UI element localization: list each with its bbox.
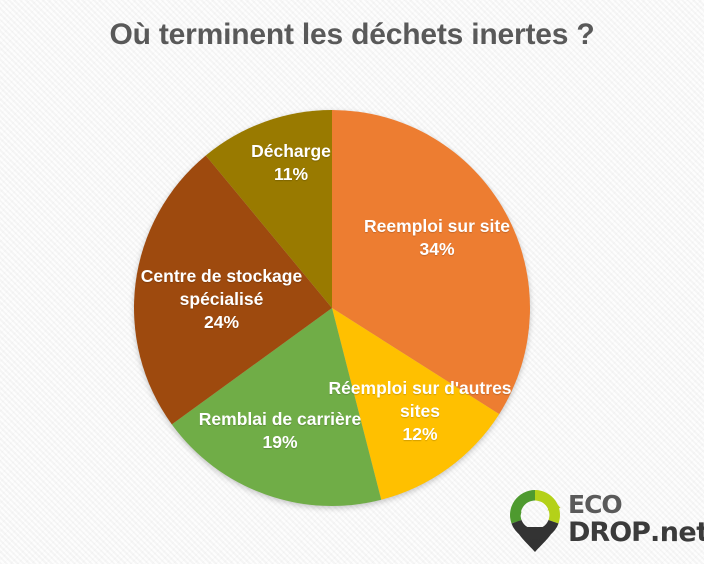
logo-text-net-suffix: .net [649,517,704,548]
pie-slice[interactable] [332,110,531,415]
ecodrop-logo[interactable]: ECO DROP.net [504,487,704,553]
recycle-pin-icon [504,487,566,553]
pie-chart-svg [133,110,531,507]
pie-slice[interactable] [205,110,332,308]
pie-chart [133,109,531,507]
logo-text-drop-row: DROP.net [568,517,704,548]
pie-slice[interactable] [133,155,332,425]
logo-text-drop: DROP [568,517,651,548]
logo-text-eco: ECO [568,490,623,519]
chart-title: Où terminent les déchets inertes ? [109,18,595,51]
ecodrop-wordmark: ECO DROP.net [568,490,704,550]
pie-slice[interactable] [171,308,382,507]
pie-slice[interactable] [332,308,500,500]
